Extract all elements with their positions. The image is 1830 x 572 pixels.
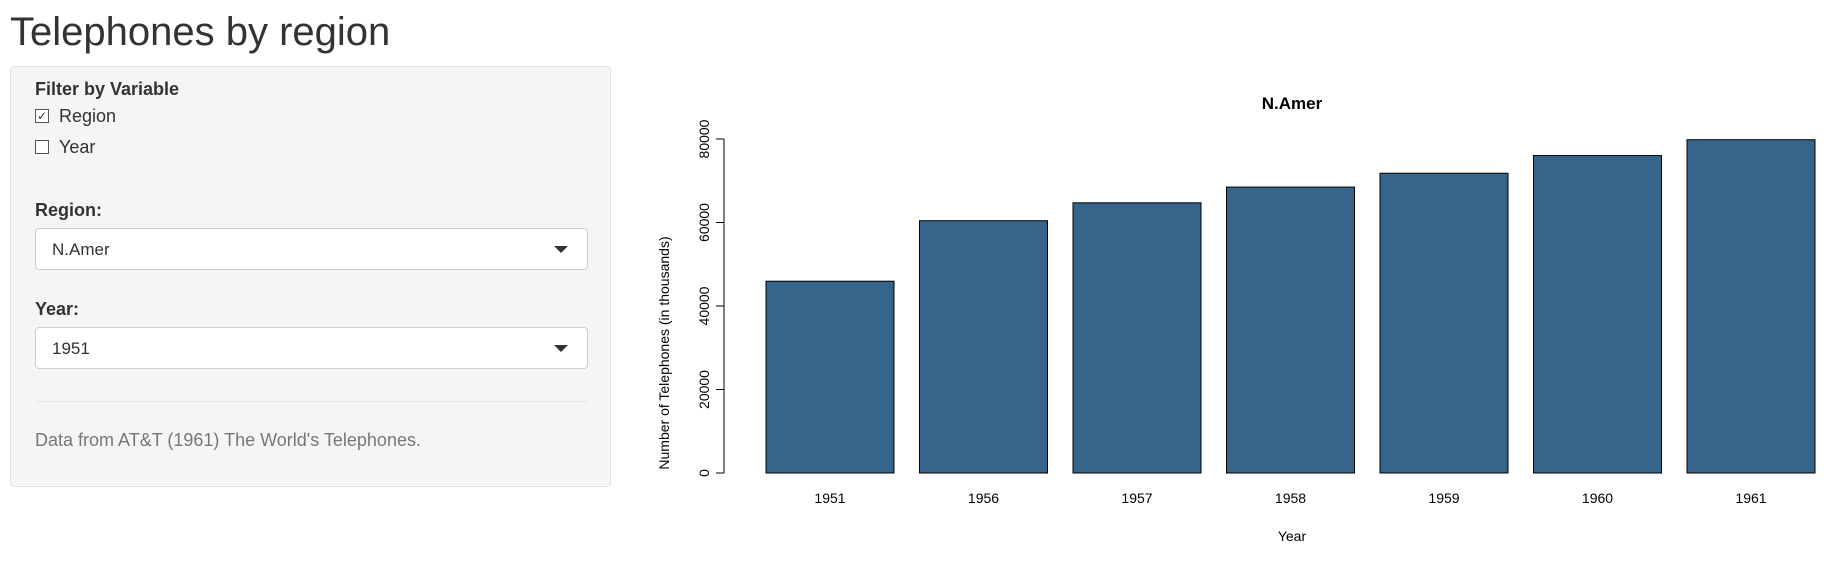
x-tick-label: 1951 [814,490,845,506]
region-checkbox-label: Region [59,106,116,127]
bar-1951 [766,281,894,473]
check-mark-icon: ✓ [37,110,47,122]
bar-1961 [1687,140,1815,473]
year-checkbox-label: Year [59,137,95,158]
caret-down-icon[interactable] [554,345,568,352]
filter-by-variable-label: Filter by Variable [35,79,179,100]
year-select-label: Year: [35,299,79,320]
year-select-value: 1951 [52,339,90,359]
region-checkbox[interactable]: ✓ Region [35,105,116,127]
x-tick-label: 1957 [1121,490,1152,506]
bar-1956 [920,221,1048,473]
x-tick-label: 1961 [1735,490,1766,506]
chart-title: N.Amer [1262,94,1323,113]
sidebar-panel: Filter by Variable ✓ Region Year Region:… [10,66,611,487]
x-tick-label: 1960 [1582,490,1613,506]
divider [35,401,588,402]
y-tick-label: 0 [696,469,712,477]
x-tick-label: 1956 [968,490,999,506]
year-checkbox[interactable]: Year [35,136,95,158]
year-select[interactable]: 1951 [35,327,588,369]
y-axis: 0 20000 40000 60000 80000 [696,119,724,477]
bar-1960 [1534,156,1662,473]
y-tick-label: 20000 [696,370,712,409]
x-tick-label: 1959 [1428,490,1459,506]
bar-1957 [1073,203,1201,473]
page-title: Telephones by region [10,8,390,56]
bar-chart: N.Amer Number of Telephones (in thousand… [640,60,1825,560]
bar-1958 [1227,187,1355,473]
region-checkbox-box[interactable]: ✓ [35,109,49,123]
bar-1959 [1380,173,1508,473]
region-select[interactable]: N.Amer [35,228,588,270]
region-select-label: Region: [35,200,102,221]
y-tick-label: 80000 [696,119,712,158]
y-axis-label: Number of Telephones (in thousands) [656,236,672,469]
region-select-value: N.Amer [52,240,110,260]
x-tick-labels: 1951 1956 1957 1958 1959 1960 1961 [814,490,1766,506]
caret-down-icon[interactable] [554,246,568,253]
bars [766,140,1815,473]
y-tick-label: 60000 [696,203,712,242]
y-tick-label: 40000 [696,286,712,325]
x-tick-label: 1958 [1275,490,1306,506]
x-axis-label: Year [1278,528,1307,544]
data-source-note: Data from AT&T (1961) The World's Teleph… [35,430,421,451]
year-checkbox-box[interactable] [35,140,49,154]
